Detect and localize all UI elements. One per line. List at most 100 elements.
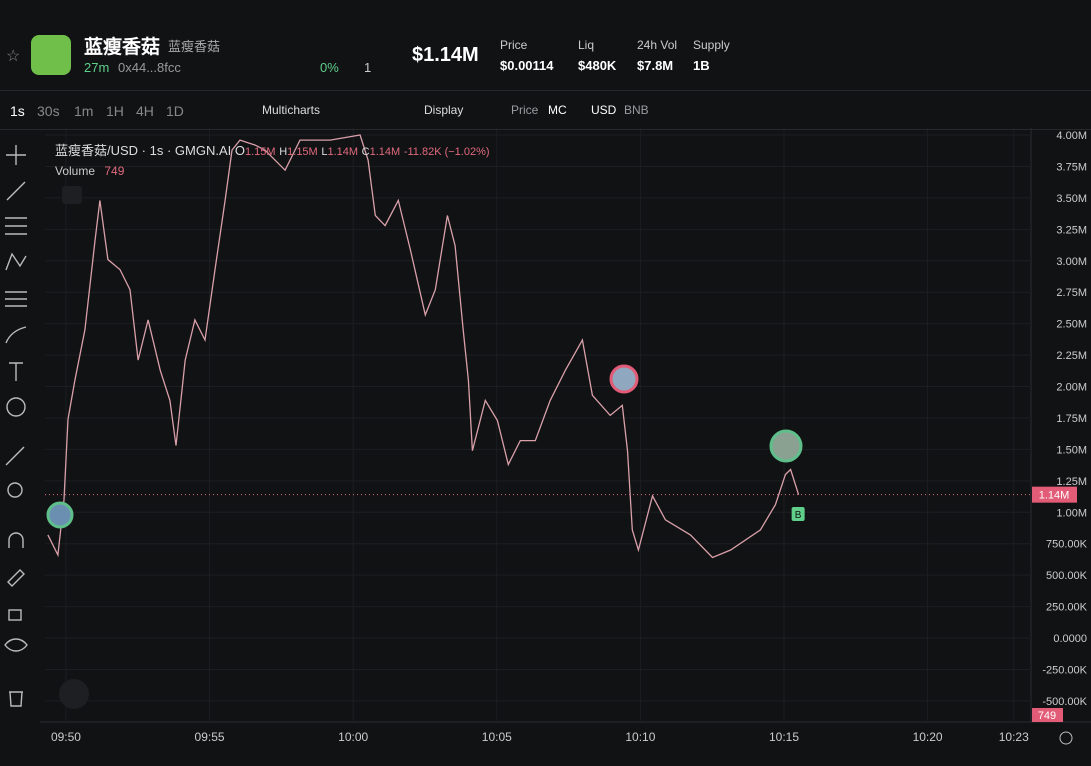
token-logo <box>31 35 71 75</box>
stat-value: $0.00114 <box>500 58 554 73</box>
stat-label: 24h Vol <box>637 38 678 52</box>
stat-label: Supply <box>693 38 730 52</box>
y-tick-label: 1.75M <box>1056 413 1087 425</box>
pattern-tool[interactable] <box>5 252 27 271</box>
projection-tool[interactable] <box>5 291 27 307</box>
mc-toggle[interactable]: MC <box>548 103 567 117</box>
line-tool[interactable] <box>6 181 26 201</box>
interval-button[interactable]: 4H <box>136 103 154 119</box>
usd-toggle[interactable]: USD <box>591 103 617 117</box>
bnb-toggle[interactable]: BNB <box>624 103 649 117</box>
volume-value: 749 <box>104 164 125 178</box>
lock-draw-tool[interactable] <box>7 569 25 587</box>
text-tool[interactable] <box>9 362 23 381</box>
x-tick-label: 10:20 <box>913 730 943 744</box>
stat-value: $7.8M <box>637 58 674 73</box>
x-tick-label: 10:00 <box>338 730 368 744</box>
y-tick-label: 1.00M <box>1056 507 1087 519</box>
token-alias: 蓝瘦香菇 <box>168 39 221 54</box>
header: ☆ 蓝瘦香菇 蓝瘦香菇 27m 0x44...8fcc 0% 1 $1.14M … <box>0 0 1091 91</box>
stat-label: Price <box>500 38 528 52</box>
collapse-button[interactable] <box>62 186 82 204</box>
x-tick-label: 10:10 <box>625 730 655 744</box>
stat-value: 1B <box>693 58 710 73</box>
legend: 蓝瘦香菇/USD · 1s · GMGN.AI O1.15M H1.15M L1… <box>55 140 490 159</box>
emoji-tool[interactable] <box>6 397 26 417</box>
open: 1.15M <box>244 146 276 158</box>
interval-button[interactable]: 1s <box>10 103 25 119</box>
y-tick-label: 2.75M <box>1056 287 1087 299</box>
y-tick-label: 500.00K <box>1046 570 1088 582</box>
high: 1.15M <box>287 146 318 158</box>
price-line <box>47 134 800 559</box>
brush-tool[interactable] <box>5 326 27 344</box>
interval-button[interactable]: 1m <box>74 103 94 119</box>
y-tick-label: 3.50M <box>1056 193 1087 205</box>
low: 1.14M <box>327 146 359 158</box>
x-tick-label: 09:55 <box>195 730 225 744</box>
interval-button[interactable]: 30s <box>37 103 60 119</box>
drawing-tools <box>4 145 28 707</box>
y-tick-label: 0.0000 <box>1053 633 1087 645</box>
volume-tag <box>1032 708 1063 722</box>
y-tick-label: -250.00K <box>1042 664 1087 676</box>
price-toggle[interactable]: Price <box>511 103 539 117</box>
magnet-tool[interactable] <box>8 532 24 548</box>
multicharts-button[interactable]: Multicharts <box>262 103 321 117</box>
y-tick-label: 3.00M <box>1056 256 1087 268</box>
stat-value: $480K <box>578 58 617 73</box>
y-tick-label: 2.25M <box>1056 350 1087 362</box>
toolbar: 1s 30s 1m 1H 4H 1D Multicharts Display Price … <box>0 91 1091 130</box>
x-tick-label: 10:15 <box>769 730 799 744</box>
y-tick-label: 3.25M <box>1056 224 1087 236</box>
ruler-tool[interactable] <box>5 446 25 466</box>
trader-avatar <box>609 364 639 394</box>
interval-button[interactable]: 1H <box>106 103 124 119</box>
change: -11.82K (−1.02%) <box>403 146 490 158</box>
visibility-tool[interactable] <box>4 638 28 652</box>
market-cap: $1.14M <box>412 44 479 66</box>
display-button[interactable]: Display <box>424 103 464 117</box>
lock-tool[interactable] <box>8 609 22 621</box>
current-price-tag <box>1032 486 1077 503</box>
delete-tool[interactable] <box>9 691 23 707</box>
volume-tag-label: 749 <box>1038 710 1056 722</box>
tv-logo <box>59 679 89 709</box>
close: 1.14M <box>369 146 401 158</box>
y-tick-label: 2.50M <box>1056 319 1087 331</box>
h-label: H <box>279 146 288 158</box>
holders-change: 0% <box>320 60 339 75</box>
interval-button[interactable]: 1D <box>166 103 184 119</box>
y-tick-label: 750.00K <box>1046 539 1088 551</box>
y-tick-label: 2.00M <box>1056 382 1087 394</box>
crosshair-tool[interactable] <box>6 145 26 165</box>
x-tick-label: 10:23 <box>999 730 1029 744</box>
volume-label: Volume <box>55 164 96 178</box>
l-label: L <box>321 146 328 158</box>
settings-icon[interactable] <box>1059 731 1073 745</box>
volume-legend: Volume 749 <box>55 164 124 178</box>
fib-tool[interactable] <box>5 217 27 235</box>
trade-marker-label: B <box>795 510 802 521</box>
token-age: 27m <box>84 60 110 75</box>
trader-avatar <box>46 501 74 529</box>
x-tick-label: 10:05 <box>482 730 512 744</box>
zoom-tool[interactable] <box>7 482 23 498</box>
count: 1 <box>364 60 372 75</box>
y-tick-label: 250.00K <box>1046 602 1088 614</box>
y-tick-label: 3.75M <box>1056 161 1087 173</box>
trader-avatar <box>769 429 803 463</box>
token-address[interactable]: 0x44...8fcc <box>118 60 181 75</box>
c-label: C <box>361 146 370 158</box>
symbol: 蓝瘦香菇/USD · 1s · GMGN.AI <box>55 143 232 158</box>
y-tick-label: -500.00K <box>1042 696 1087 708</box>
x-tick-label: 09:50 <box>51 730 81 744</box>
trade-marker <box>791 507 805 521</box>
stat-label: Liq <box>578 38 595 52</box>
favorite-star[interactable]: ☆ <box>6 48 21 65</box>
y-axis-bg <box>1031 128 1091 766</box>
token-name: 蓝瘦香菇 <box>84 37 161 58</box>
o-label: O <box>234 143 245 158</box>
